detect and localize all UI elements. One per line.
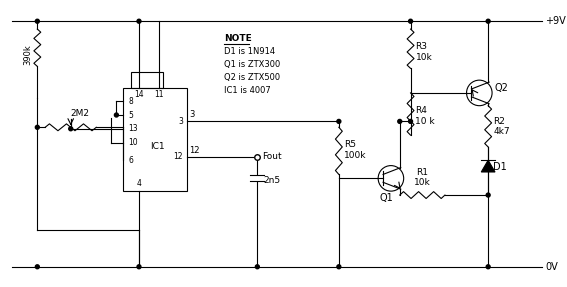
Text: 14: 14 <box>134 90 144 99</box>
Circle shape <box>137 19 141 23</box>
Text: D1 is 1N914
Q1 is ZTX300
Q2 is ZTX500
IC1 is 4007: D1 is 1N914 Q1 is ZTX300 Q2 is ZTX500 IC… <box>224 47 280 95</box>
Text: 6: 6 <box>128 156 133 165</box>
Text: R1
10k: R1 10k <box>414 168 431 187</box>
Text: 3: 3 <box>178 117 183 126</box>
Polygon shape <box>481 160 495 172</box>
Bar <box>131 72 163 88</box>
Text: R5
100k: R5 100k <box>344 140 366 160</box>
Circle shape <box>409 19 413 23</box>
Circle shape <box>409 119 413 123</box>
Text: 390k: 390k <box>23 44 32 65</box>
Text: R4
10 k: R4 10 k <box>416 106 435 126</box>
Text: Q1: Q1 <box>379 193 393 203</box>
Circle shape <box>137 265 141 269</box>
Text: 10: 10 <box>128 138 138 147</box>
Text: 11: 11 <box>154 90 163 99</box>
Circle shape <box>35 265 39 269</box>
Text: NOTE: NOTE <box>224 34 252 43</box>
Text: D1: D1 <box>493 162 507 172</box>
Text: 13: 13 <box>128 124 138 133</box>
Text: +9V: +9V <box>545 16 566 26</box>
Circle shape <box>486 193 490 197</box>
Circle shape <box>35 125 39 129</box>
Text: Fout: Fout <box>263 152 282 161</box>
Text: 4: 4 <box>137 179 141 188</box>
Text: 3: 3 <box>189 110 194 119</box>
Text: 2M2: 2M2 <box>71 109 90 119</box>
Circle shape <box>398 119 402 123</box>
Text: IC1: IC1 <box>150 142 164 152</box>
Text: 12: 12 <box>189 146 200 155</box>
Circle shape <box>115 113 119 117</box>
Circle shape <box>69 127 73 131</box>
Circle shape <box>255 265 259 269</box>
Circle shape <box>337 265 341 269</box>
Text: 12: 12 <box>174 152 183 161</box>
Circle shape <box>337 119 341 123</box>
Circle shape <box>486 19 490 23</box>
Circle shape <box>486 265 490 269</box>
Text: 2n5: 2n5 <box>263 176 280 185</box>
Circle shape <box>35 19 39 23</box>
Text: 0V: 0V <box>545 262 558 272</box>
Text: R3
10k: R3 10k <box>416 42 432 62</box>
Text: 8: 8 <box>128 97 133 106</box>
Bar <box>123 88 187 191</box>
Text: R2
4k7: R2 4k7 <box>493 117 510 136</box>
Text: Q2: Q2 <box>494 83 508 93</box>
Text: 5: 5 <box>128 110 133 119</box>
